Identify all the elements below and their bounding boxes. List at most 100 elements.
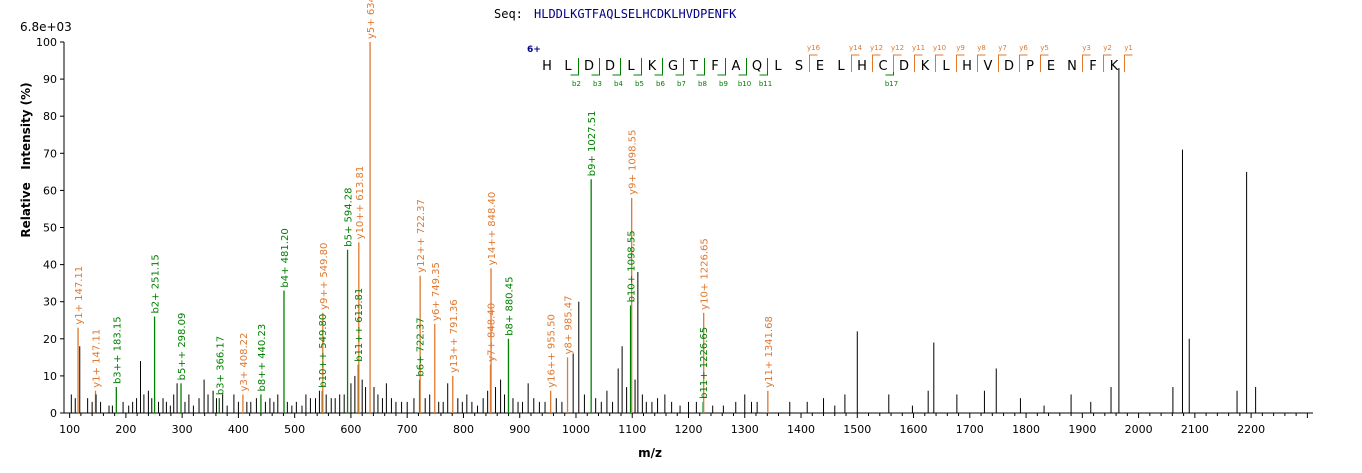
peak-label: y9++ 549.80 <box>319 243 330 310</box>
y-tick-label: 40 <box>43 259 57 272</box>
x-tick-label: 1300 <box>731 423 759 436</box>
peak-label: y6+ 749.35 <box>431 262 442 321</box>
sequence-residue: H <box>857 59 867 74</box>
x-tick-label: 1500 <box>843 423 871 436</box>
y-ion-bracket <box>809 54 818 72</box>
y-ion-bracket <box>914 54 923 72</box>
sequence-residue: L <box>942 59 950 74</box>
b-ion-bracket <box>633 58 642 76</box>
sequence-residue: D <box>1004 59 1014 74</box>
y-ion-bracket <box>1082 54 1091 72</box>
b-ion-bracket <box>675 58 684 76</box>
x-tick-label: 900 <box>509 423 530 436</box>
sequence-residue: F <box>711 59 718 74</box>
y-ion-label: y7 <box>998 44 1007 52</box>
peak-label: b3+ 366.17 <box>215 336 226 395</box>
sequence-residue: G <box>668 59 678 74</box>
peak-label: y8+ 985.47 <box>564 296 575 355</box>
y-tick-label: 10 <box>43 370 57 383</box>
peak-label: y7+ 848.40 <box>486 303 497 362</box>
peak-label: y1+ 147.11 <box>74 266 85 325</box>
x-axis-title: m/z <box>638 446 662 460</box>
y-ion-bracket <box>956 54 965 72</box>
x-tick-label: 2100 <box>1181 423 1209 436</box>
peak-label: y3+ 408.22 <box>239 333 250 392</box>
sequence-residue: K <box>648 59 657 74</box>
y-tick-label: 70 <box>43 147 57 160</box>
peak-label: b5++ 298.09 <box>177 313 188 381</box>
x-tick-label: 1900 <box>1068 423 1096 436</box>
sequence-text: HLDDLKGTFAQLSELHCDKLHVDPENFK <box>534 7 737 21</box>
sequence-residue: Q <box>752 59 762 74</box>
y-axis-ticks: 0 10 20 30 40 50 60 70 80 90 100 <box>36 36 64 420</box>
b-ion-label: b4 <box>614 80 623 88</box>
peak-label: b4+ 481.20 <box>280 228 291 287</box>
x-tick-label: 300 <box>172 423 193 436</box>
sequence-fragment-map: H L D D L K G T F A Q L S E L H C D K L H V D P E N F Kb2 b3 b4 b5 b6 b7… <box>542 44 1133 88</box>
sequence-residue: D <box>584 59 594 74</box>
b-ion-bracket <box>759 58 768 76</box>
sequence-residue: P <box>1026 59 1034 74</box>
y-tick-label: 60 <box>43 184 57 197</box>
peak-label: y9+ 1098.55 <box>628 130 639 195</box>
y-ion-label: y14 <box>849 44 863 52</box>
charge-label: 6+ <box>527 45 541 55</box>
peak-label: y10+ 1226.65 <box>700 238 711 310</box>
sequence-residue: E <box>1047 59 1055 74</box>
b-ion-label: b17 <box>885 80 898 88</box>
y-ion-bracket <box>1103 54 1112 72</box>
peak-label: y14++ 848.40 <box>487 192 498 266</box>
y-tick-label: 80 <box>43 110 57 123</box>
y-ion-label: y2 <box>1103 44 1112 52</box>
seq-label: Seq: <box>494 7 523 21</box>
y-ion-bracket <box>1124 54 1133 72</box>
x-tick-label: 100 <box>59 423 80 436</box>
x-tick-label: 2000 <box>1125 423 1153 436</box>
sequence-residue: S <box>795 59 803 74</box>
peak-labels: y1+ 147.11 y1+ 147.11 b3++ 183.15 b2+ 251.1… <box>74 0 775 399</box>
peak-label: y10++ 613.81 <box>355 166 366 240</box>
x-tick-label: 200 <box>115 423 136 436</box>
y-tick-label: 30 <box>43 296 57 309</box>
b-ion-bracket <box>591 58 600 76</box>
peak-label: y12++ 722.37 <box>416 199 427 273</box>
b-ion-label: b6 <box>656 80 665 88</box>
b-ion-label: b9 <box>719 80 728 88</box>
y-ion-label: y12 <box>891 44 904 52</box>
y-tick-label: 100 <box>36 36 57 49</box>
x-tick-label: 1100 <box>618 423 646 436</box>
peak-bars <box>70 42 1257 413</box>
peak-label: b6+ 722.37 <box>416 317 427 376</box>
peak-label: y5+ 634.3 <box>366 0 377 39</box>
y-ion-bracket <box>998 54 1007 72</box>
y-ion-label: y16 <box>807 44 821 52</box>
peak-label: y16++ 955.50 <box>547 314 558 388</box>
y-ion-label: y8 <box>977 44 986 52</box>
sequence-residue: K <box>921 59 930 74</box>
peak-label: y1+ 147.11 <box>92 329 103 388</box>
y-ion-label: y9 <box>956 44 965 52</box>
peak-label: b2+ 251.15 <box>151 254 162 313</box>
sequence-residue: F <box>1089 59 1096 74</box>
b-ion-bracket <box>612 58 621 76</box>
sequence-residue: C <box>878 59 887 74</box>
y-ion-bracket <box>872 54 881 72</box>
b-ion-label: b5 <box>635 80 644 88</box>
peak-label: y11+ 1341.68 <box>764 316 775 388</box>
b-ion-label: b2 <box>572 80 581 88</box>
x-axis-ticks: 100 200 300 400 500 600 700 800 900 1000 1100 1200 1… <box>59 413 1308 436</box>
x-tick-label: 1800 <box>1012 423 1040 436</box>
x-tick-label: 1400 <box>787 423 815 436</box>
max-intensity-label: 6.8e+03 <box>20 20 72 34</box>
y-ion-bracket <box>1040 54 1049 72</box>
sequence-residue: T <box>689 59 698 74</box>
b-ion-bracket <box>738 58 747 76</box>
y-tick-label: 50 <box>43 222 57 235</box>
y-tick-label: 20 <box>43 333 57 346</box>
sequence-residue: K <box>1110 59 1119 74</box>
b-ion-label: b10 <box>738 80 751 88</box>
y-ion-label: y11 <box>912 44 925 52</box>
sequence-residue: V <box>984 59 993 74</box>
y-ion-bracket <box>893 54 902 72</box>
